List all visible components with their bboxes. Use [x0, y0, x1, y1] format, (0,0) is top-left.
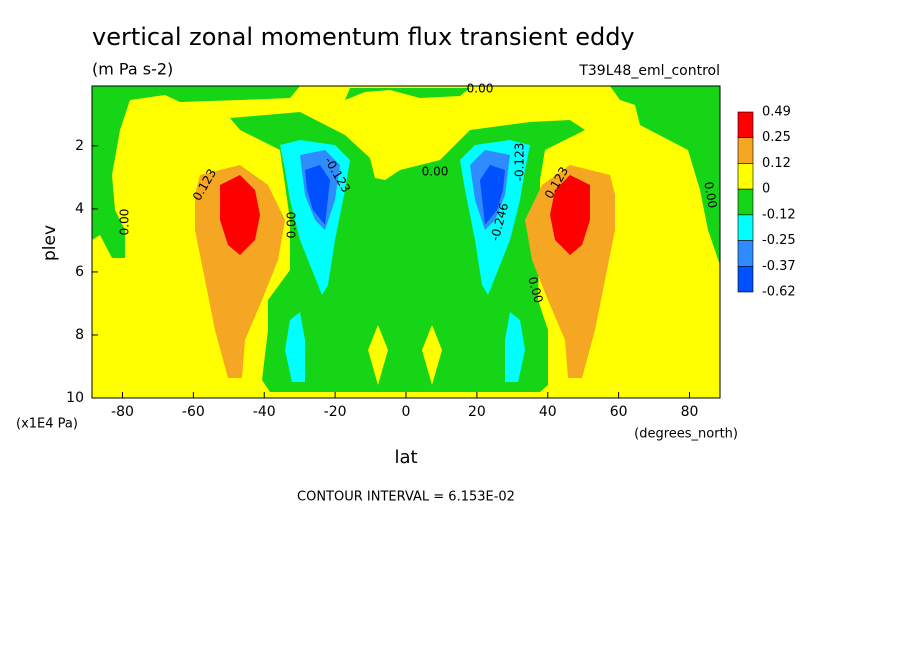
y-axis-label: plev: [40, 225, 60, 261]
contour-region: [195, 165, 285, 378]
colorbar-swatch: [737, 163, 754, 190]
colorbar-label: 0.49: [762, 105, 791, 120]
colorbar-label: -0.62: [762, 285, 796, 300]
chart-title: vertical zonal momentum flux transient e…: [92, 23, 635, 51]
x-tick-label: 60: [610, 404, 628, 420]
subtitle: (m Pa s-2): [92, 60, 173, 79]
contour-region: [610, 86, 720, 265]
colorbar-label: -0.12: [762, 207, 796, 222]
colorbar-swatch: [737, 265, 754, 293]
colorbar-label: -0.37: [762, 259, 796, 274]
contour-label: 0.00: [118, 209, 132, 236]
colorbar-swatch: [737, 137, 754, 164]
x-tick-label: -80: [111, 404, 134, 420]
y-tick-label: 8: [75, 327, 84, 343]
colorbar-label: 0.25: [762, 130, 791, 145]
colorbar-swatch: [737, 188, 754, 216]
contour-region: [305, 165, 330, 225]
contour-label: 0.00: [525, 275, 545, 304]
colorbar-label: 0: [762, 182, 770, 197]
contour-label: -0.123: [513, 143, 527, 182]
colorbar-swatch: [737, 111, 754, 139]
colorbar-swatch: [737, 214, 754, 241]
contour-region: [422, 325, 442, 385]
contour-label: 0.00: [422, 165, 449, 179]
x-tick-label: -40: [253, 404, 276, 420]
contour-region: [220, 175, 260, 255]
x-tick-label: 0: [402, 404, 411, 420]
x-tick-label: 40: [539, 404, 557, 420]
colorbar-swatch: [737, 240, 754, 267]
contour-region: [480, 165, 505, 225]
x-axis-label: lat: [394, 447, 417, 468]
x-axis-units: (degrees_north): [634, 427, 738, 442]
y-tick-label: 6: [75, 264, 84, 280]
footer-note: CONTOUR INTERVAL = 6.153E-02: [297, 490, 515, 505]
colorbar-label: -0.25: [762, 233, 796, 248]
contour-region: [345, 88, 470, 100]
contour-region: [368, 325, 388, 385]
contour-region: [285, 312, 305, 382]
contour-region: [550, 175, 590, 255]
colorbar-label: 0.12: [762, 156, 791, 171]
x-tick-label: -60: [182, 404, 205, 420]
y-tick-label: 2: [75, 138, 84, 154]
x-tick-label: 20: [468, 404, 486, 420]
contour-label: 0.00: [285, 212, 299, 239]
contour-label: 0.00: [701, 181, 719, 210]
contour-label: 0.00: [467, 82, 494, 96]
contour-region: [525, 165, 615, 378]
x-tick-label: 80: [681, 404, 699, 420]
y-tick-label: 10: [66, 390, 84, 406]
x-tick-label: -20: [324, 404, 347, 420]
contour-region: [92, 86, 300, 258]
y-tick-label: 4: [75, 201, 84, 217]
dataset-label: T39L48_eml_control: [578, 63, 720, 79]
y-axis-units: (x1E4 Pa): [16, 417, 78, 432]
contour-region: [505, 312, 525, 382]
